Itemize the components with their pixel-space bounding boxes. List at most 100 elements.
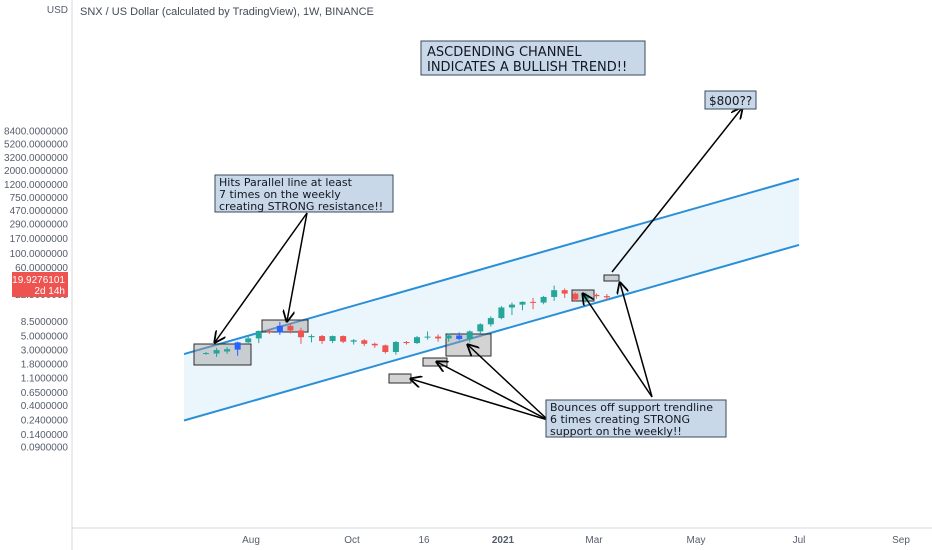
annotation-arrow (468, 345, 549, 421)
candle-body (350, 340, 357, 342)
candle-body (435, 336, 442, 339)
highlight-box (193, 343, 252, 366)
candle-body (329, 336, 336, 341)
y-tick-label: 1200.0000000 (4, 180, 68, 191)
support-callout: Bounces off support trendline 6 times cr… (545, 399, 727, 438)
highlight-box (388, 373, 412, 384)
candle-body (266, 330, 273, 333)
candle-body (530, 301, 537, 303)
candle-body (392, 342, 399, 353)
annotation-arrow (611, 108, 742, 273)
candle-body (213, 350, 220, 354)
title-callout-line-2: INDICATES A BULLISH TREND!! (427, 60, 627, 75)
x-tick-label: Jul (793, 535, 806, 546)
y-tick-label: 100.0000000 (10, 249, 69, 260)
candle-body (224, 349, 231, 352)
x-tick-label: Oct (344, 535, 360, 546)
y-tick-label: 0.6500000 (21, 388, 69, 399)
support-callout-box (545, 399, 727, 438)
candle-body (276, 325, 283, 333)
channel-lower-line (183, 243, 800, 422)
candle-body (540, 296, 547, 303)
candle-body (234, 342, 241, 350)
resistance-callout-line-3: creating STRONG resistance!! (219, 200, 383, 213)
title-callout: ASCDENDING CHANNEL INDICATES A BULLISH T… (420, 40, 646, 76)
candle-body (255, 330, 262, 339)
candle-body (382, 345, 389, 353)
y-tick-label: 5.0000000 (21, 332, 69, 343)
target-callout-box (704, 90, 757, 110)
candle-body (403, 342, 410, 344)
price-tag-countdown: 2d 14h (34, 286, 65, 297)
candle-body (203, 353, 209, 355)
candle-body (551, 290, 558, 297)
target-callout-label: $800?? (709, 94, 752, 108)
x-axis-ticks: Aug Oct 16 2021 Mar May Jul Sep (242, 535, 910, 546)
candle-body (508, 304, 515, 308)
x-tick-label: 16 (418, 535, 430, 546)
candle-body (424, 336, 431, 338)
y-tick-label: 170.0000000 (10, 234, 69, 245)
resistance-callout: Hits Parallel line at least 7 times on t… (214, 174, 394, 213)
y-tick-label: 8400.0000000 (4, 126, 68, 137)
candle-body (340, 336, 347, 342)
candle-body (593, 294, 600, 297)
title-callout-line-1: ASCDENDING CHANNEL (427, 45, 582, 60)
x-tick-label: Aug (242, 535, 260, 546)
candle-body (519, 301, 526, 305)
y-tick-label: 3.0000000 (21, 346, 69, 357)
y-tick-label: 0.2400000 (21, 415, 69, 426)
y-tick-label: 750.0000000 (10, 193, 69, 204)
x-tick-label: Mar (585, 535, 603, 546)
y-tick-label: 2000.0000000 (4, 166, 68, 177)
y-tick-label: 0.0900000 (21, 442, 69, 453)
y-tick-label: 290.0000000 (10, 219, 69, 230)
support-callout-line-2: 6 times creating STRONG (550, 413, 690, 426)
candle-body (371, 343, 378, 346)
y-tick-label: 1.8000000 (21, 360, 69, 371)
annotation-arrow (215, 212, 308, 342)
x-tick-label: Sep (892, 535, 910, 546)
candle-body (487, 318, 494, 325)
price-tag-bg (12, 272, 68, 297)
candle-body (308, 336, 315, 338)
y-tick-label: 5200.0000000 (4, 140, 68, 151)
price-tag-value: 19.9276101 (12, 275, 65, 286)
annotation-arrow (411, 379, 549, 421)
candle-body (297, 330, 304, 338)
candle-body (561, 290, 568, 294)
candle-body (466, 331, 473, 340)
annotation-arrow (287, 212, 308, 321)
candle-body (572, 293, 579, 300)
x-tick-label: 2021 (492, 535, 515, 546)
target-callout: $800?? (704, 90, 757, 110)
ascending-channel (183, 177, 800, 422)
candle-body (361, 340, 368, 344)
y-tick-label: 0.4000000 (21, 401, 69, 412)
y-tick-label: 8.5000000 (21, 317, 69, 328)
resistance-callout-line-2: 7 times on the weekly (219, 188, 341, 201)
candle-body (414, 337, 420, 344)
annotation-arrow (620, 283, 653, 398)
channel-upper-line (183, 177, 800, 356)
title-callout-box (420, 40, 646, 76)
y-tick-label: 60.0000000 (15, 263, 68, 274)
support-callout-line-1: Bounces off support trendline (550, 401, 713, 414)
candle-body (477, 324, 484, 332)
candle-body (445, 335, 452, 339)
candle-body (245, 338, 252, 343)
resistance-callout-box (214, 174, 394, 213)
candle-body (456, 335, 463, 340)
annotation-arrows (215, 108, 742, 421)
channel-fill (184, 178, 799, 421)
candle-body (287, 325, 294, 331)
candlestick-series (203, 285, 610, 357)
candle-body (603, 296, 610, 298)
current-price-tag: 19.9276101 2d 14h (12, 272, 68, 297)
y-axis-unit-label: USD (47, 5, 68, 16)
y-tick-label: 1.1000000 (21, 373, 69, 384)
highlight-box (603, 274, 620, 282)
y-tick-label: 3200.0000000 (4, 153, 68, 164)
candle-body (498, 307, 505, 319)
